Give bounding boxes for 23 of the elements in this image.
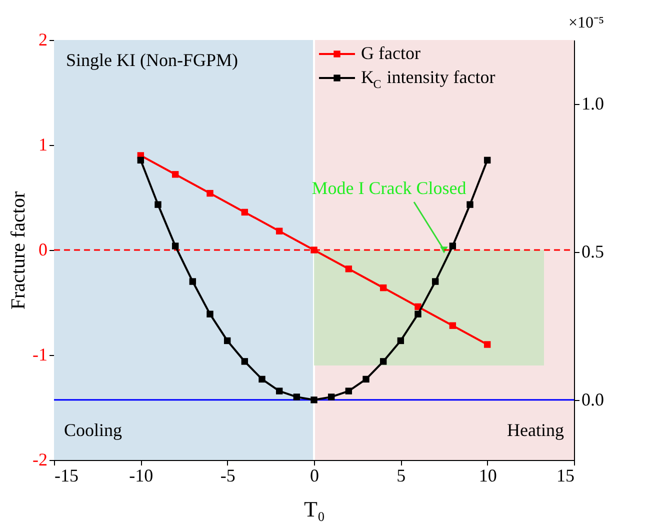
x-tick-label: -10 — [129, 466, 154, 486]
x-tick-label: 5 — [396, 466, 406, 486]
annotation: Mode I Crack Closed — [312, 178, 466, 198]
band-label: Cooling — [64, 420, 122, 440]
y-tick-label: 1 — [38, 134, 48, 154]
y-axis-title: Fracture factor — [8, 191, 30, 310]
y-tick-label: -1 — [32, 344, 48, 364]
annotation: Single KI (Non-FGPM) — [66, 50, 238, 70]
y2-tick-label: 1.0 — [582, 93, 604, 114]
x-tick-label: -5 — [220, 466, 236, 486]
y2-tick-label: 0.5 — [582, 241, 604, 262]
x-tick-label: 15 — [556, 466, 574, 486]
band-label: Heating — [507, 420, 564, 440]
x-tick-label: 0 — [310, 466, 319, 486]
y-tick-label: 2 — [38, 30, 48, 50]
x-tick-label: -15 — [54, 466, 78, 486]
y2-axis-title: ×10⁻⁵ — [568, 14, 604, 32]
y-tick-label: -2 — [32, 450, 48, 470]
legend-label: G factor — [361, 43, 420, 63]
x-tick-label: 10 — [478, 466, 497, 486]
x-axis-title: T₀ — [304, 496, 326, 522]
y2-tick-label: 0.0 — [582, 389, 604, 410]
y-tick-label: 0 — [38, 240, 48, 260]
